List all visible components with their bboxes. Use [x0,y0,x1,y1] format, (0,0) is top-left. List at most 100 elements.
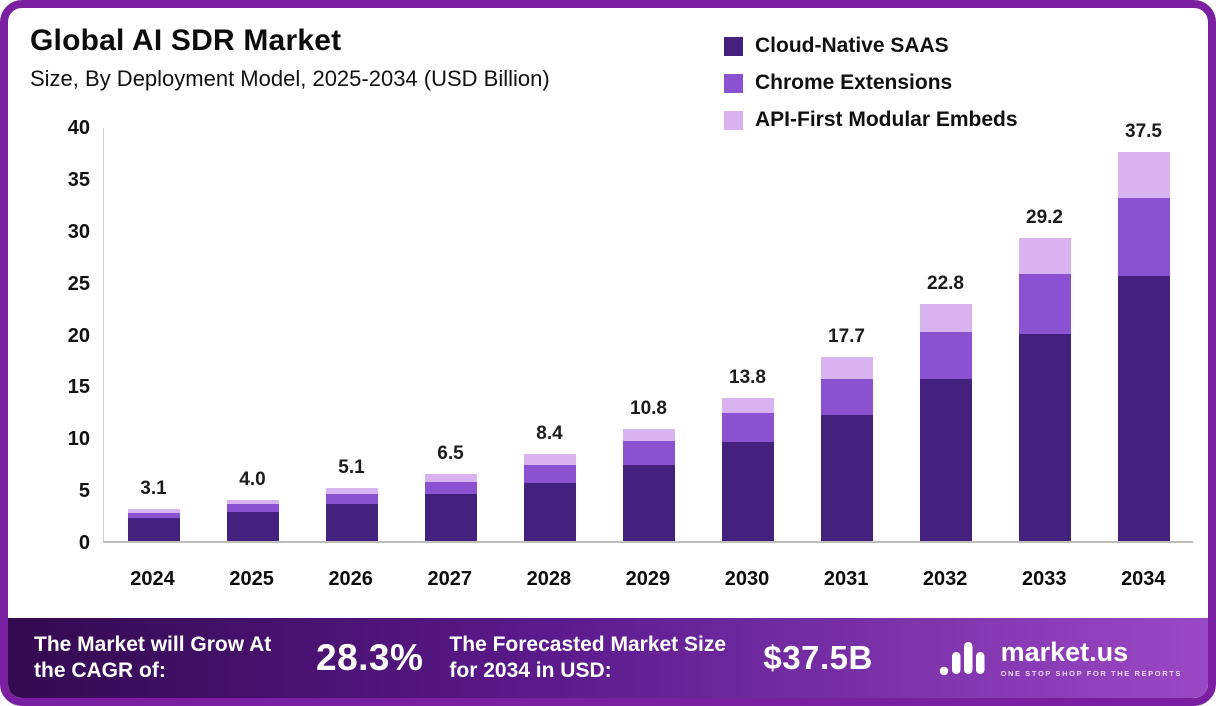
bar-segment [1018,333,1071,541]
bar-2034: 37.5 [1117,121,1170,541]
bar-segment [226,511,279,541]
bar-segment [919,379,972,541]
x-tick-label: 2026 [328,568,373,590]
bar-2033: 29.2 [1018,128,1071,541]
y-tick-label: 30 [67,220,90,243]
bar-segment [820,379,873,416]
bar-segment [721,442,774,541]
bar-segment [424,494,477,541]
page-title: Global AI SDR Market [30,24,342,57]
x-tick-label: 2034 [1121,568,1166,590]
x-tick-label: 2032 [922,568,968,590]
x-tick-label: 2033 [1021,568,1067,590]
y-tick-label: 35 [67,168,90,191]
bar-segment [1018,274,1071,334]
bar-total-label: 3.1 [140,477,167,499]
bar-segment [1117,276,1170,541]
legend-item: Chrome Extensions [724,71,1018,95]
bar-segment [919,332,972,380]
bar-segment [127,508,180,513]
plot-area: 3.1 4.0 5.1 6.5 8.4 10.8 13.8 17.7 22.8 29.2 37.5 [103,121,1193,543]
bar-2030: 13.8 [721,128,774,541]
bar-total-label: 13.8 [729,366,766,388]
chart-legend: Cloud-Native SAAS Chrome Extensions API-Fi… [724,34,1018,132]
bar-segment [226,503,279,512]
bar-segment [127,518,180,541]
y-tick-label: 10 [67,428,90,451]
legend-label: API-First Modular Embeds [755,108,1018,131]
bar-2026: 5.1 [325,128,378,541]
bar-segment [127,513,180,519]
bar-segment [820,357,873,380]
y-axis: 0 5 10 15 20 25 30 35 40 [34,117,90,554]
bar-total-label: 8.4 [536,422,563,444]
bar-2024: 3.1 [127,128,180,541]
bar-segment [1018,238,1071,275]
bar-total-label: 10.8 [630,397,667,419]
bar-total-label: 29.2 [1026,207,1063,229]
cagr-label: The Market will Grow At the CAGR of: [34,632,272,682]
bar-segment [424,473,477,482]
bar-2025: 4.0 [226,128,279,541]
legend-swatch-icon [724,73,743,93]
x-tick-label: 2031 [823,568,869,590]
bar-segment [721,413,774,443]
x-axis: 2024 2025 2026 2027 2028 2029 2030 2031 2032 2033… [103,568,1193,591]
y-tick-label: 15 [67,376,90,399]
page-subtitle: Size, By Deployment Model, 2025-2034 (US… [30,66,550,91]
bar-segment [523,465,576,483]
x-tick-label: 2029 [625,568,671,590]
x-tick-label: 2030 [724,568,770,590]
bar-segment [820,415,873,541]
forecast-label: The Forecasted Market Size for 2034 in U… [449,632,727,682]
bar-segment [919,304,972,333]
brand-tagline: ONE STOP SHOP FOR THE REPORTS [1000,668,1182,678]
bar-2031: 17.7 [820,128,873,541]
x-tick-label: 2027 [427,568,473,590]
x-tick-label: 2024 [130,568,175,590]
bar-total-label: 37.5 [1125,120,1162,142]
bar-segment [622,428,675,442]
y-tick-label: 20 [67,324,90,347]
y-tick-label: 40 [67,117,90,139]
marketus-logo-icon [939,642,985,676]
bar-segment [721,397,774,414]
bar-total-label: 6.5 [437,442,464,464]
bar-2032: 22.8 [919,128,972,541]
legend-label: Chrome Extensions [755,71,953,94]
bar-segment [325,494,378,504]
bar-total-label: 22.8 [927,273,964,295]
bar-2028: 8.4 [523,128,576,541]
x-tick-label: 2025 [229,568,274,590]
bar-segment [424,481,477,495]
brand-name: market.us [1000,636,1129,667]
cagr-value: 28.3% [316,637,424,678]
bar-total-label: 4.0 [239,468,266,490]
x-tick-label: 2028 [526,568,572,590]
legend-swatch-icon [724,110,743,130]
legend-label: Cloud-Native SAAS [755,34,949,57]
forecast-value: $37.5B [763,639,873,676]
y-tick-label: 25 [67,272,90,295]
bar-segment [523,453,576,466]
y-tick-label: 0 [78,532,90,554]
legend-swatch-icon [724,36,743,56]
bar-2027: 6.5 [424,128,477,541]
header: Global AI SDR Market Size, By Deployment… [30,24,550,92]
footer-banner: The Market will Grow At the CAGR of: 28.… [8,618,1208,698]
legend-item: Cloud-Native SAAS [724,34,1018,58]
bar-segment [226,499,279,504]
bar-segment [622,465,675,541]
bar-total-label: 17.7 [828,326,865,348]
bar-segment [523,482,576,541]
bar-segment [325,503,378,541]
bar-segment [325,488,378,495]
bar-segment [1117,151,1170,198]
bar-2029: 10.8 [622,128,675,541]
bar-segment [1117,197,1170,277]
bar-total-label: 5.1 [338,457,365,479]
legend-item: API-First Modular Embeds [724,108,1018,132]
y-tick-label: 5 [78,480,90,503]
brand-logo: market.us ONE STOP SHOP FOR THE REPORTS [939,638,1182,678]
